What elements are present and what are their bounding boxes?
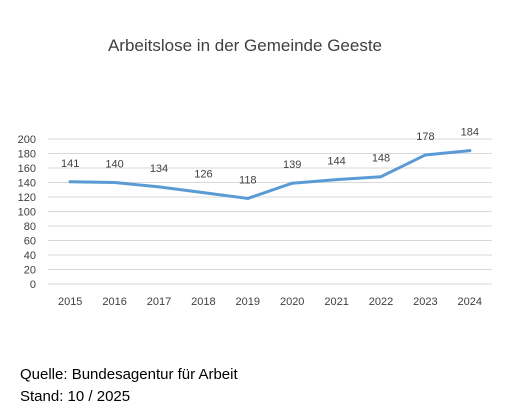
data-point <box>246 196 250 200</box>
y-tick-label: 120 <box>18 192 36 204</box>
gridlines <box>48 138 492 285</box>
data-label: 184 <box>461 127 479 139</box>
x-tick-label: 2018 <box>191 296 215 308</box>
data-label: 140 <box>105 159 123 171</box>
data-point <box>423 153 427 157</box>
source-note: Quelle: Bundesagentur für Arbeit <box>20 366 238 383</box>
y-tick-label: 60 <box>24 236 36 248</box>
y-tick-label: 180 <box>18 149 36 161</box>
line-chart: 0 20 40 60 80 100 120 140 160 180 200 2015 2016 2017… <box>18 127 492 308</box>
y-tick-label: 0 <box>30 279 36 291</box>
data-labels: 141 140 134 126 118 139 144 148 178 184 <box>61 127 479 187</box>
data-point <box>201 191 205 195</box>
date-note: Stand: 10 / 2025 <box>20 388 131 405</box>
x-tick-label: 2020 <box>280 296 304 308</box>
series-line <box>68 149 472 200</box>
x-tick-label: 2023 <box>413 296 437 308</box>
data-point <box>113 181 117 184</box>
y-tick-label: 80 <box>24 221 36 233</box>
chart-title: Arbeitslose in der Gemeinde Geeste <box>107 36 383 55</box>
data-point <box>290 181 294 185</box>
data-point <box>379 175 383 179</box>
y-tick-label: 100 <box>18 207 36 219</box>
y-tick-label: 140 <box>18 178 36 190</box>
data-label: 139 <box>283 159 301 171</box>
series-layer <box>68 149 472 200</box>
x-tick-label: 2019 <box>236 296 260 308</box>
y-tick-label: 20 <box>24 265 36 277</box>
data-label: 178 <box>416 131 434 143</box>
data-label: 148 <box>372 153 390 165</box>
y-tick-label: 160 <box>18 163 36 175</box>
x-tick-label: 2016 <box>102 296 126 308</box>
data-label: 126 <box>194 169 212 181</box>
data-label: 141 <box>61 158 79 170</box>
y-axis-ticks: 0 20 40 60 80 100 120 140 160 180 200 <box>18 134 36 291</box>
x-axis-ticks: 2015 2016 2017 2018 2019 2020 2021 2022 2023 2024 <box>58 296 482 308</box>
x-tick-label: 2024 <box>458 296 482 308</box>
data-point <box>68 180 72 184</box>
data-point <box>468 149 472 153</box>
x-tick-label: 2015 <box>58 296 82 308</box>
data-point <box>157 185 161 189</box>
data-point <box>335 178 339 182</box>
data-label: 134 <box>150 163 168 175</box>
x-tick-label: 2021 <box>324 296 348 308</box>
y-tick-label: 200 <box>18 134 36 146</box>
x-tick-label: 2022 <box>369 296 393 308</box>
data-label: 118 <box>239 174 257 186</box>
y-tick-label: 40 <box>24 250 36 262</box>
data-label: 144 <box>327 156 345 168</box>
x-tick-label: 2017 <box>147 296 171 308</box>
